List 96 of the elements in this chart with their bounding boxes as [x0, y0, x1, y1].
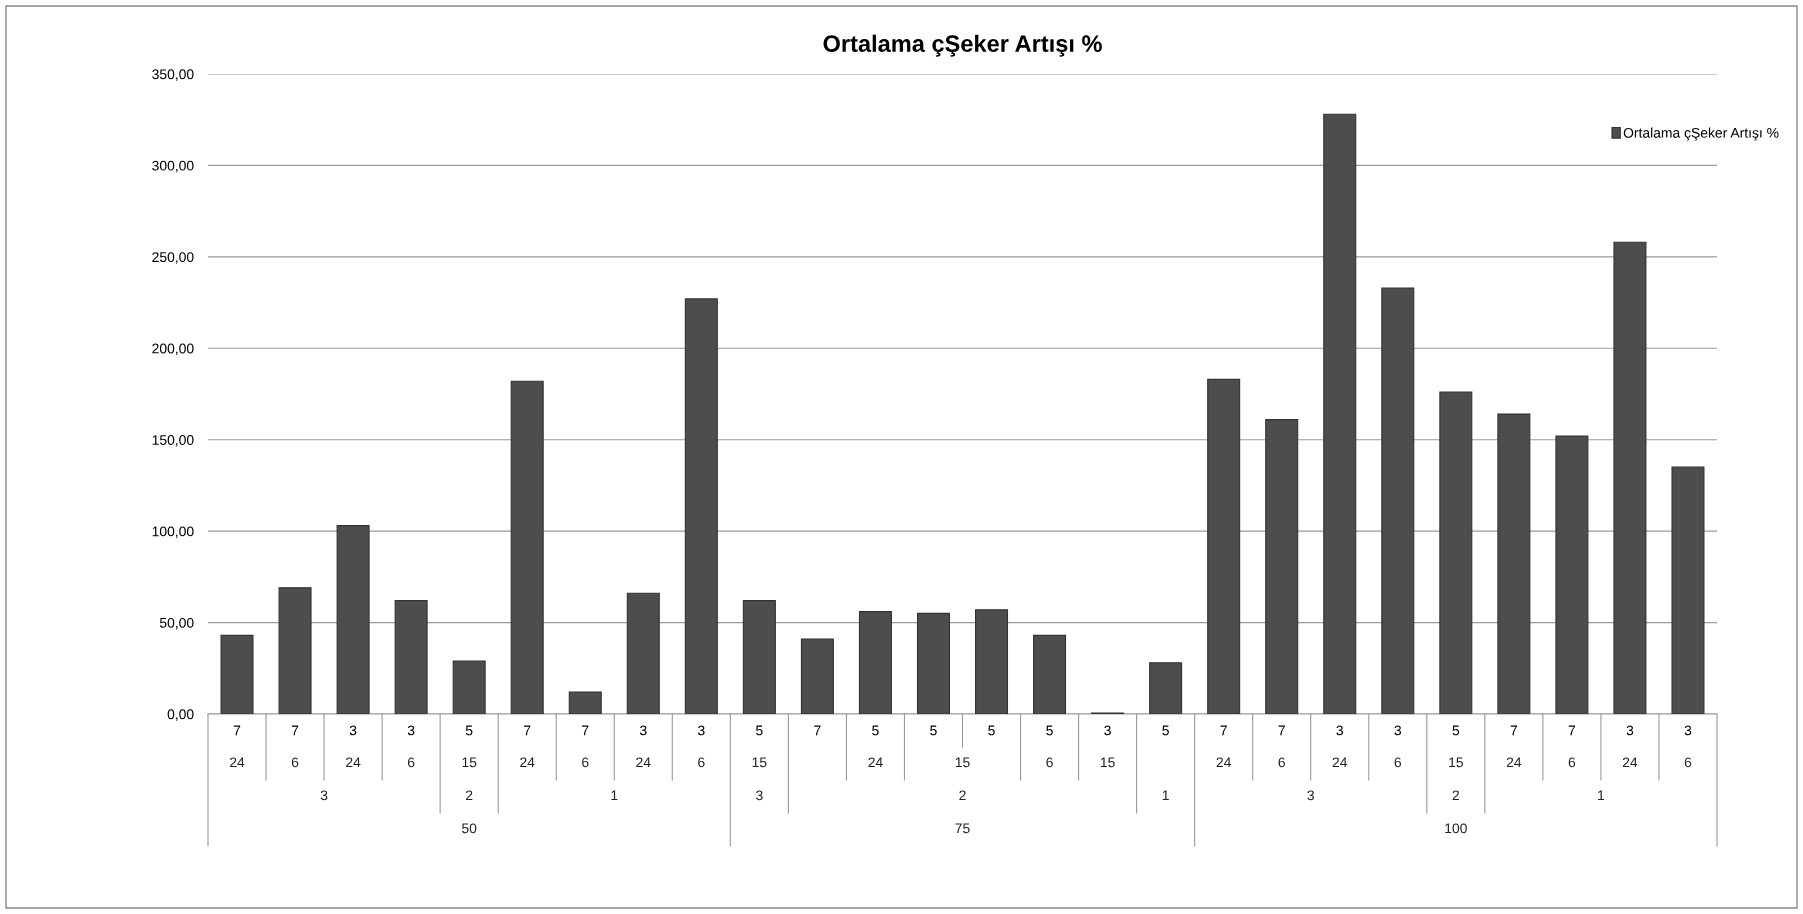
bar — [336, 525, 370, 714]
bar — [1497, 413, 1531, 714]
legend-label: Ortalama çŞeker Artışı % — [1623, 127, 1779, 141]
x-tick-label: 3 — [1336, 725, 1343, 736]
x-tick-label: 7 — [814, 725, 821, 736]
y-tick-label: 0,00 — [167, 709, 194, 721]
bar — [1555, 435, 1589, 714]
bar — [1381, 287, 1415, 714]
bar — [684, 298, 718, 714]
y-tick-label: 200,00 — [152, 343, 194, 356]
bar — [394, 600, 428, 714]
bar — [568, 691, 602, 714]
text: 24 — [1216, 757, 1231, 768]
bar — [742, 600, 776, 714]
text: 15 — [955, 757, 970, 768]
bar — [452, 660, 486, 714]
x-tick-label: 3 — [1104, 725, 1111, 736]
text: 1 — [611, 790, 618, 801]
bar — [800, 638, 834, 714]
text: 6 — [582, 757, 589, 768]
x-tick-label: 7 — [524, 725, 531, 736]
text: 3 — [756, 790, 763, 801]
x-tick-label: 3 — [639, 725, 647, 736]
y-tick-label: 250,00 — [152, 252, 194, 264]
bar — [626, 592, 660, 714]
text: 50 — [462, 823, 477, 834]
x-tick-label: 3 — [1626, 725, 1634, 736]
x-tick-label: 3 — [697, 725, 705, 736]
x-tick-label: 7 — [1278, 725, 1285, 736]
bar — [1207, 378, 1241, 714]
x-tick-label: 5 — [1046, 725, 1053, 736]
text: 2 — [1452, 790, 1459, 801]
bar — [975, 609, 1009, 714]
x-tick-label: 7 — [1568, 725, 1576, 736]
x-tick-label: 5 — [1162, 725, 1169, 736]
x-tick-label: 5 — [872, 725, 879, 736]
x-tick-label: 7 — [1220, 725, 1227, 736]
text: 24 — [1506, 757, 1522, 768]
text: 6 — [1684, 757, 1692, 768]
text: 3 — [320, 790, 328, 801]
y-tick-label: 350,00 — [152, 69, 194, 81]
x-tick-label: 3 — [1394, 725, 1402, 736]
x-tick-label: 3 — [1684, 725, 1692, 736]
text: 24 — [1622, 757, 1638, 768]
text: 24 — [1332, 757, 1348, 768]
x-tick-label: 3 — [407, 725, 415, 736]
bar — [916, 612, 950, 714]
text: 75 — [955, 823, 970, 834]
text: 6 — [698, 757, 705, 768]
x-tick-label: 7 — [291, 725, 299, 736]
text: 2 — [959, 790, 966, 801]
text: 15 — [462, 757, 477, 768]
x-tick-label: 7 — [582, 725, 589, 736]
x-tick-label: 5 — [756, 725, 763, 736]
x-tick-label: 5 — [988, 725, 995, 736]
text: 24 — [346, 757, 361, 768]
text: 6 — [1278, 757, 1285, 768]
text: 3 — [1307, 790, 1314, 801]
x-tick-label: 5 — [465, 725, 473, 736]
bar — [278, 587, 312, 714]
bar — [1033, 634, 1067, 714]
chart-title: Ortalama çŞeker Artışı % — [823, 34, 1102, 57]
bar — [1265, 419, 1299, 714]
bar — [1149, 662, 1183, 714]
text: 2 — [466, 790, 473, 801]
text: 6 — [1568, 757, 1576, 768]
y-tick-label: 300,00 — [152, 160, 194, 173]
text: 6 — [1394, 757, 1402, 768]
text: 6 — [1046, 757, 1053, 768]
text: 15 — [1100, 757, 1115, 768]
text: 6 — [291, 757, 299, 768]
text: 1 — [1598, 790, 1605, 801]
bar — [858, 611, 892, 714]
x-tick-label: 7 — [1510, 725, 1518, 736]
x-tick-label: 5 — [930, 725, 937, 736]
bar — [1613, 241, 1647, 714]
text: 100 — [1445, 823, 1467, 834]
bar — [220, 634, 254, 714]
text: 15 — [752, 757, 767, 768]
text: 6 — [407, 757, 415, 768]
text: 24 — [868, 757, 883, 768]
y-tick-label: 50,00 — [159, 617, 194, 630]
x-tick-label: 5 — [1452, 725, 1460, 736]
bar — [1439, 391, 1473, 714]
text: 24 — [229, 757, 245, 768]
x-tick-label: 3 — [349, 725, 357, 736]
text: 1 — [1162, 790, 1169, 801]
bar — [1671, 466, 1705, 714]
y-tick-label: 100,00 — [152, 526, 194, 538]
bar — [510, 380, 544, 714]
bar — [1323, 113, 1357, 714]
y-tick-label: 150,00 — [152, 435, 194, 447]
x-tick-label: 7 — [233, 725, 241, 736]
text: 24 — [636, 757, 651, 768]
text: 24 — [520, 757, 535, 768]
text: 15 — [1449, 757, 1463, 768]
